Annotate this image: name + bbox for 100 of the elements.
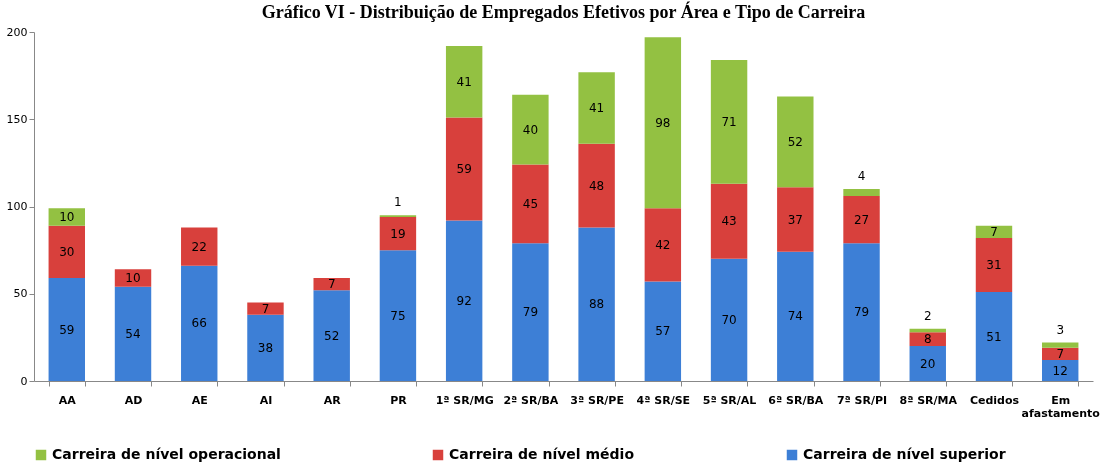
data-label: 51 <box>986 329 1002 344</box>
x-tick-label: AE <box>191 393 208 407</box>
data-label: 1 <box>394 195 402 210</box>
bar <box>710 258 748 381</box>
bar <box>777 187 814 252</box>
y-tick-label: 100 <box>6 200 28 213</box>
bar <box>644 281 682 381</box>
bar <box>512 94 549 165</box>
data-label: 88 <box>588 297 605 312</box>
bar <box>114 269 152 287</box>
data-label: 8 <box>923 332 932 347</box>
bar <box>843 196 880 244</box>
bar <box>975 292 1013 381</box>
x-tick-label: PR <box>390 393 408 407</box>
x-tick-label: Em afastamento <box>1021 393 1101 420</box>
data-label: 57 <box>655 324 671 339</box>
bar <box>48 208 85 226</box>
legend-label: Carreira de nível operacional <box>52 446 281 462</box>
x-tick-label: AA <box>58 393 77 407</box>
data-label: 2 <box>923 308 932 323</box>
data-label: 52 <box>324 328 340 343</box>
x-tick-label: AD <box>124 393 143 407</box>
data-label: 70 <box>721 312 737 327</box>
data-label: 40 <box>522 122 539 137</box>
data-label: 7 <box>327 277 336 292</box>
data-label: 45 <box>522 196 539 211</box>
data-label: 10 <box>59 209 75 224</box>
bar <box>710 59 748 184</box>
y-tick-label: 0 <box>20 374 28 388</box>
bar <box>445 220 483 381</box>
x-tick-label: AR <box>323 393 342 407</box>
bar <box>909 346 946 381</box>
bar <box>512 243 549 381</box>
data-label: 66 <box>191 316 207 331</box>
data-label: 38 <box>257 340 274 355</box>
data-label: 4 <box>857 169 866 184</box>
data-label: 7 <box>990 224 998 239</box>
data-label: 75 <box>390 308 406 323</box>
data-label: 20 <box>920 356 936 371</box>
data-label: 42 <box>655 237 671 252</box>
data-label: 19 <box>390 226 406 241</box>
bar <box>843 189 880 197</box>
bar <box>512 164 549 244</box>
x-tick-label: 4ª SR/SE <box>636 393 691 407</box>
data-label: 41 <box>456 74 472 89</box>
x-tick-label: 6ª SR/BA <box>768 393 824 407</box>
bar <box>975 237 1013 293</box>
bar <box>1042 360 1079 381</box>
bar <box>313 290 350 381</box>
bar <box>644 37 682 209</box>
bar <box>710 183 748 259</box>
bar <box>48 278 85 381</box>
data-label: 10 <box>125 271 141 286</box>
bar <box>313 278 350 291</box>
data-label: 30 <box>59 244 75 259</box>
data-label: 54 <box>125 326 141 341</box>
bar <box>578 227 615 381</box>
y-tick-label: 150 <box>6 112 28 126</box>
bar <box>777 96 814 188</box>
bar <box>181 265 218 381</box>
x-tick-label: 3ª SR/PE <box>570 393 624 407</box>
bar <box>379 216 417 251</box>
data-label: 74 <box>787 309 803 324</box>
bar <box>975 225 1013 238</box>
data-label: 7 <box>261 301 270 316</box>
bar <box>379 250 417 381</box>
legend-label: Carreira de nível superior <box>803 446 1006 462</box>
bar <box>843 243 880 381</box>
data-label: 3 <box>1056 322 1065 337</box>
data-label: 7 <box>1056 346 1065 361</box>
bar <box>48 225 85 279</box>
x-tick-label: AI <box>259 393 273 407</box>
data-label: 92 <box>456 293 472 308</box>
data-label: 12 <box>1052 363 1068 378</box>
bar <box>1042 342 1079 348</box>
bar <box>578 72 615 144</box>
data-label: 31 <box>986 257 1002 272</box>
data-label: 22 <box>191 239 207 254</box>
bar <box>578 143 615 228</box>
bar <box>777 251 814 381</box>
data-label: 37 <box>787 212 803 227</box>
data-label: 59 <box>59 322 75 337</box>
data-label: 59 <box>456 161 472 176</box>
bar <box>114 286 152 381</box>
x-tick-label: 8ª SR/MA <box>899 393 958 407</box>
data-label: 79 <box>853 305 870 320</box>
x-tick-label: Cedidos <box>969 393 1020 407</box>
data-label: 41 <box>588 100 605 115</box>
data-label: 71 <box>721 114 737 129</box>
data-label: 79 <box>522 305 539 320</box>
x-tick-label: 7ª SR/PI <box>836 393 888 407</box>
y-tick-label: 200 <box>6 25 28 39</box>
x-tick-label: 2ª SR/BA <box>503 393 559 407</box>
bar <box>1042 347 1079 361</box>
bar <box>181 227 218 266</box>
data-label: 48 <box>588 178 605 193</box>
legend-label: Carreira de nível médio <box>449 446 635 462</box>
bar <box>445 45 483 118</box>
x-tick-label: 1ª SR/MG <box>435 393 494 407</box>
data-label: 27 <box>853 212 870 227</box>
